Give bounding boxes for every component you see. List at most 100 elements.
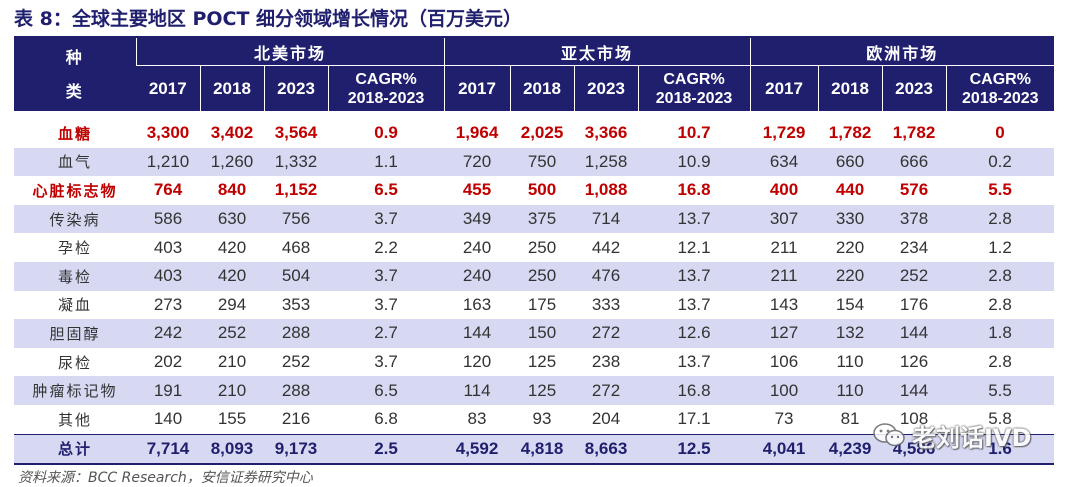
- cell-value: 630: [200, 204, 264, 234]
- cell-value: 127: [750, 319, 819, 348]
- cell-value: 250: [527, 237, 557, 257]
- subcolumn-na-3: CAGR% 2018-2023: [327, 65, 445, 112]
- subcolumn-na-2: 2023: [263, 65, 328, 112]
- cell-value: 468: [281, 237, 311, 257]
- cell-value: 1,332: [264, 147, 328, 177]
- cell-value: 660: [818, 147, 883, 177]
- cell-value: 211: [770, 237, 798, 257]
- cell-value: 0.9: [374, 123, 398, 143]
- row-label: 尿检: [57, 353, 92, 372]
- row-label: 胆固醇: [14, 319, 136, 348]
- cell-value: 5.8: [988, 409, 1012, 429]
- table-row: 毒检 403 420 504 3.7 240 250 476 13.7 211 220 252 2.8: [14, 261, 1055, 291]
- subcolumn-apac-3: CAGR% 2018-2023: [637, 65, 751, 112]
- cell-value: 10.7: [677, 123, 711, 143]
- cell-value: 202: [153, 352, 183, 372]
- total-value: 8,093: [200, 433, 264, 466]
- cell-value: 191: [136, 376, 200, 405]
- cell-value: 840: [217, 180, 247, 200]
- cell-value: 154: [835, 294, 865, 314]
- row-label: 肿瘤标记物: [14, 376, 136, 405]
- region-header-na: 北美市场: [135, 38, 445, 66]
- watermark-text: 老刘话IVD: [912, 423, 1032, 452]
- region-header-eu: 欧洲市场: [749, 38, 1055, 66]
- cell-value: 144: [882, 376, 947, 405]
- cell-value: 210: [217, 352, 247, 372]
- cell-value: 108: [899, 409, 929, 429]
- cell-value: 3.7: [328, 261, 445, 291]
- cell-value: 6.8: [374, 409, 398, 429]
- cell-value: 420: [200, 261, 264, 291]
- table-row: 其他 140 155 216 6.8 83 93 204 17.1 73 81 108 5.8: [14, 405, 1054, 434]
- total-value: 8,663: [574, 433, 639, 466]
- cell-value: 120: [462, 352, 492, 372]
- cell-value: 12.6: [638, 319, 751, 348]
- cell-value: 756: [264, 204, 328, 234]
- cell-value: 12.1: [677, 237, 711, 257]
- cell-value: 144: [882, 319, 947, 348]
- table-row: 传染病 586 630 756 3.7 349 375 714 13.7 307 330 378 2.8: [14, 204, 1055, 234]
- cell-value: 252: [200, 319, 264, 348]
- cell-value: 3,366: [584, 123, 628, 143]
- cell-value: 349: [444, 204, 511, 234]
- cell-value: 288: [264, 376, 328, 405]
- subcolumn-eu-1: 2018: [817, 65, 883, 112]
- cell-value: 272: [574, 319, 639, 348]
- cell-value: 1.2: [988, 237, 1012, 257]
- cell-value: 143: [769, 294, 799, 314]
- region-header-apac: 亚太市场: [443, 38, 751, 66]
- cell-value: 114: [444, 376, 511, 405]
- cell-value: 250: [510, 261, 575, 291]
- cell-value: 2.2: [374, 237, 398, 257]
- total-value: 1.6: [946, 433, 1055, 466]
- total-value: 9,173: [264, 433, 328, 466]
- cell-value: 252: [882, 261, 947, 291]
- table-row: 孕检 403 420 468 2.2 240 250 442 12.1 211 220 234 1.2: [14, 233, 1054, 262]
- cell-value: 476: [574, 261, 639, 291]
- cell-value: 1,729: [762, 123, 806, 143]
- subcolumn-na-0: 2017: [136, 65, 200, 112]
- cell-value: 1.8: [946, 319, 1055, 348]
- cell-value: 666: [882, 147, 947, 177]
- cell-value: 1,782: [892, 123, 936, 143]
- table-row: 血糖 3,300 3,402 3,564 0.9 1,964 2,025 3,366 10.7 1…: [14, 119, 1054, 148]
- table-title: 表 8：全球主要地区 POCT 细分领域增长情况（百万美元）: [14, 8, 523, 30]
- cell-value: 220: [818, 261, 883, 291]
- cell-value: 378: [882, 204, 947, 234]
- cell-value: 234: [899, 237, 929, 257]
- cell-value: 13.7: [638, 204, 751, 234]
- total-label: 总计: [14, 433, 136, 466]
- cell-value: 210: [200, 376, 264, 405]
- cell-value: 375: [510, 204, 575, 234]
- cell-value: 1,258: [574, 147, 639, 177]
- table-row: 血气 1,210 1,260 1,332 1.1 720 750 1,258 10.9 634 66…: [14, 147, 1055, 177]
- subcolumn-apac-0: 2017: [443, 65, 511, 112]
- total-value: 12.5: [638, 433, 751, 466]
- cell-value: 216: [281, 409, 311, 429]
- cell-value: 2.8: [946, 204, 1055, 234]
- cell-value: 176: [899, 294, 929, 314]
- cell-value: 1,260: [200, 147, 264, 177]
- cell-value: 211: [750, 261, 819, 291]
- total-value: 2.5: [328, 433, 445, 466]
- cell-value: 400: [769, 180, 799, 200]
- cell-value: 3.7: [374, 352, 398, 372]
- cell-value: 634: [750, 147, 819, 177]
- cell-value: 125: [527, 352, 557, 372]
- cell-value: 83: [467, 409, 487, 429]
- cell-value: 500: [527, 180, 557, 200]
- cell-value: 2.8: [946, 261, 1055, 291]
- cell-value: 576: [899, 180, 929, 200]
- subcolumn-header-row: 2017 2018 2023 CAGR% 2018-2023 2017 2018 2023 C…: [14, 65, 1055, 112]
- cell-value: 764: [153, 180, 183, 200]
- table-row: 尿检 202 210 252 3.7 120 125 238 13.7 106 110 126 2.8: [14, 348, 1054, 377]
- cell-value: 16.8: [677, 180, 711, 200]
- poct-table: 种 类 北美市场 亚太市场 欧洲市场 2017 2018 2023 CAGR% 201…: [14, 38, 1055, 466]
- cell-value: 272: [574, 376, 639, 405]
- cell-value: 273: [153, 294, 183, 314]
- cell-value: 17.1: [677, 409, 711, 429]
- cell-value: 13.7: [638, 261, 751, 291]
- cell-value: 5.5: [946, 376, 1055, 405]
- cell-value: 333: [591, 294, 621, 314]
- cell-value: 6.5: [328, 376, 445, 405]
